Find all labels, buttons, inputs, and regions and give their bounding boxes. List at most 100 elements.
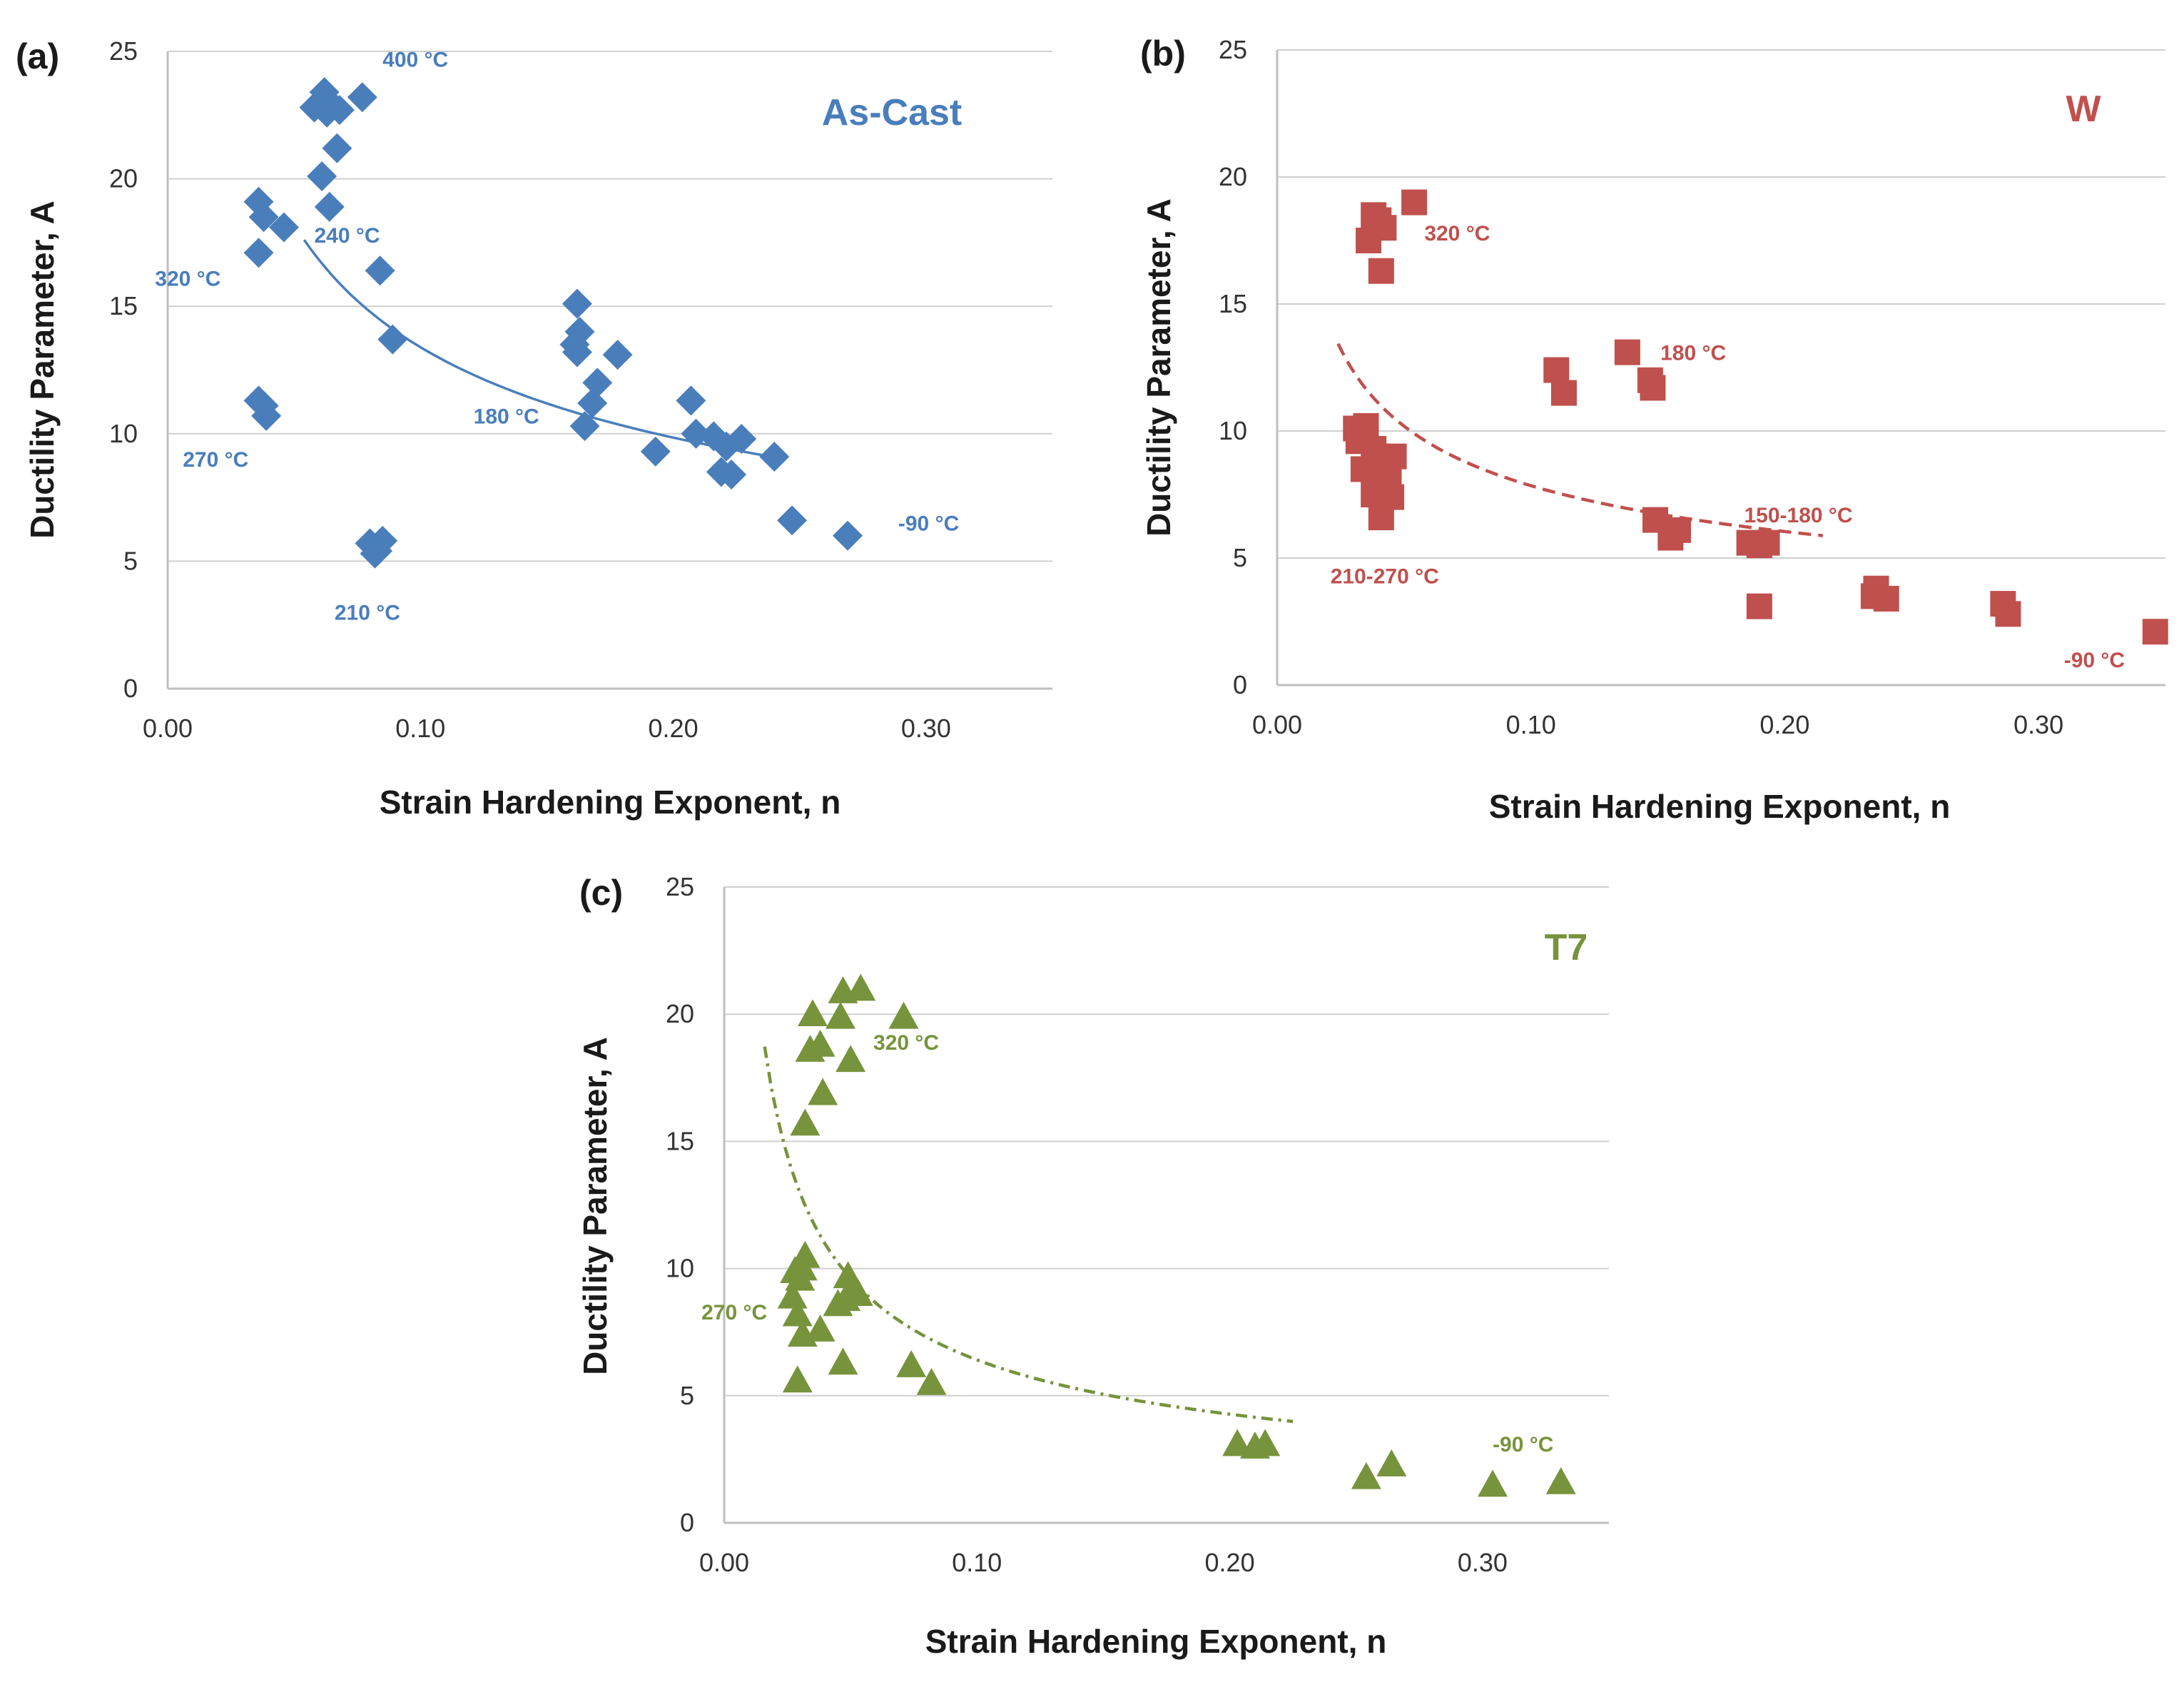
y-tick-label: 20 xyxy=(1219,162,1247,191)
data-point-triangle xyxy=(1376,1449,1407,1476)
data-point-square xyxy=(1356,228,1382,253)
data-point-diamond xyxy=(562,337,592,368)
temperature-annotation: 240 °C xyxy=(314,224,380,248)
temperature-annotation: 150-180 °C xyxy=(1744,504,1853,527)
data-point-square xyxy=(1640,375,1666,401)
data-point-diamond xyxy=(365,255,395,286)
temperature-annotation: 180 °C xyxy=(474,405,539,429)
data-point-triangle xyxy=(805,1314,835,1342)
data-point-triangle xyxy=(790,1240,821,1268)
y-tick-label: 25 xyxy=(1219,35,1247,64)
x-tick-label: 0.10 xyxy=(952,1548,1002,1577)
data-point-triangle xyxy=(845,973,876,1001)
series-title: T7 xyxy=(1545,927,1588,968)
y-tick-label: 10 xyxy=(109,419,138,448)
y-tick-label: 0 xyxy=(680,1508,694,1537)
data-point-diamond xyxy=(582,368,613,398)
y-tick-label: 0 xyxy=(1233,670,1247,699)
trendline xyxy=(303,239,762,457)
x-tick-label: 0.10 xyxy=(395,714,445,743)
data-point-triangle xyxy=(808,1078,838,1105)
panel-a-as-cast: 0 5 10 15 20 25 0.00 0.10 0.20 0.30 Strain Hardeni… xyxy=(16,36,1052,821)
x-axis-title: Strain Hardening Exponent, n xyxy=(380,784,841,821)
x-tick-label: 0.20 xyxy=(1759,710,1809,739)
series-title: As-Cast xyxy=(822,92,963,133)
y-axis-title: Ductility Parameter, A xyxy=(24,201,61,539)
data-point-square xyxy=(2142,619,2168,645)
y-tick-label: 25 xyxy=(109,36,138,66)
x-tick-label: 0.00 xyxy=(143,714,193,743)
data-point-square xyxy=(1995,601,2021,627)
temperature-annotation: 320 °C xyxy=(1424,222,1490,245)
y-tick-label: 10 xyxy=(1219,416,1247,445)
data-point-triangle xyxy=(888,1001,919,1029)
data-point-diamond xyxy=(676,385,706,416)
x-tick-label: 0.30 xyxy=(901,714,951,743)
data-point-diamond xyxy=(322,133,352,163)
panel-b-w: 0 5 10 15 20 25 0.00 0.10 0.20 0.30 Strain Hardeni… xyxy=(1140,34,2168,825)
x-tick-label: 0.00 xyxy=(699,1548,749,1577)
data-point-square xyxy=(1550,380,1577,406)
y-tick-label: 20 xyxy=(666,999,694,1028)
y-tick-label: 0 xyxy=(123,674,138,703)
y-tick-label: 15 xyxy=(109,291,138,320)
x-tick-label: 0.00 xyxy=(1252,710,1302,739)
data-point-square xyxy=(1754,530,1780,556)
data-point-diamond xyxy=(248,202,279,233)
data-point-diamond xyxy=(759,441,790,472)
data-point-square xyxy=(1873,585,1899,612)
x-tick-label: 0.20 xyxy=(1205,1548,1255,1577)
data-point-diamond xyxy=(251,400,282,431)
data-point-triangle xyxy=(805,1029,835,1057)
data-point-triangle xyxy=(782,1365,813,1393)
data-point-diamond xyxy=(347,82,377,113)
data-point-triangle xyxy=(777,1281,808,1309)
data-point-triangle xyxy=(825,1001,855,1029)
data-point-triangle xyxy=(896,1350,927,1377)
x-axis-title: Strain Hardening Exponent, n xyxy=(925,1623,1387,1660)
data-point-diamond xyxy=(314,191,345,222)
data-point-diamond xyxy=(307,161,337,192)
data-point-square xyxy=(1543,357,1570,383)
data-point-triangle xyxy=(787,1319,818,1347)
x-tick-label: 0.30 xyxy=(1458,1548,1508,1577)
temperature-annotation: 320 °C xyxy=(155,268,220,291)
temperature-annotation: -90 °C xyxy=(1493,1433,1553,1456)
trendline xyxy=(1336,343,1824,537)
x-axis-title: Strain Hardening Exponent, n xyxy=(1489,788,1951,825)
y-tick-label: 10 xyxy=(666,1254,694,1283)
y-tick-label: 25 xyxy=(666,872,694,901)
temperature-annotation: 400 °C xyxy=(382,48,448,71)
data-point-diamond xyxy=(243,238,274,268)
x-tick-label: 0.30 xyxy=(2013,710,2063,739)
y-tick-label: 5 xyxy=(123,546,138,575)
data-point-square xyxy=(1401,189,1428,216)
y-axis-title: Ductility Parameter, A xyxy=(577,1037,614,1375)
y-tick-label: 20 xyxy=(109,164,138,193)
data-point-diamond xyxy=(268,212,299,243)
data-point-triangle xyxy=(1250,1429,1281,1456)
data-point-triangle xyxy=(823,1289,853,1317)
panel-label: (b) xyxy=(1140,34,1186,74)
data-point-diamond xyxy=(726,423,757,454)
panel-label: (a) xyxy=(16,36,59,76)
temperature-annotation: 210-270 °C xyxy=(1331,565,1439,589)
y-tick-label: 15 xyxy=(1219,289,1247,318)
data-point-triangle xyxy=(790,1108,821,1136)
data-point-triangle xyxy=(1222,1429,1253,1456)
data-point-square xyxy=(1746,593,1772,619)
data-point-triangle xyxy=(1545,1466,1576,1494)
data-point-triangle xyxy=(835,1045,866,1073)
data-point-diamond xyxy=(324,95,355,126)
data-point-diamond xyxy=(602,340,633,370)
data-point-diamond xyxy=(562,288,592,319)
data-point-diamond xyxy=(777,505,808,536)
y-axis-title: Ductility Parameter, A xyxy=(1140,198,1177,537)
data-point-triangle xyxy=(798,999,828,1026)
temperature-annotation: -90 °C xyxy=(898,512,959,536)
data-point-diamond xyxy=(362,536,393,567)
x-tick-label: 0.20 xyxy=(649,714,699,743)
data-point-triangle xyxy=(828,1347,858,1375)
temperature-annotation: -90 °C xyxy=(2064,649,2125,672)
